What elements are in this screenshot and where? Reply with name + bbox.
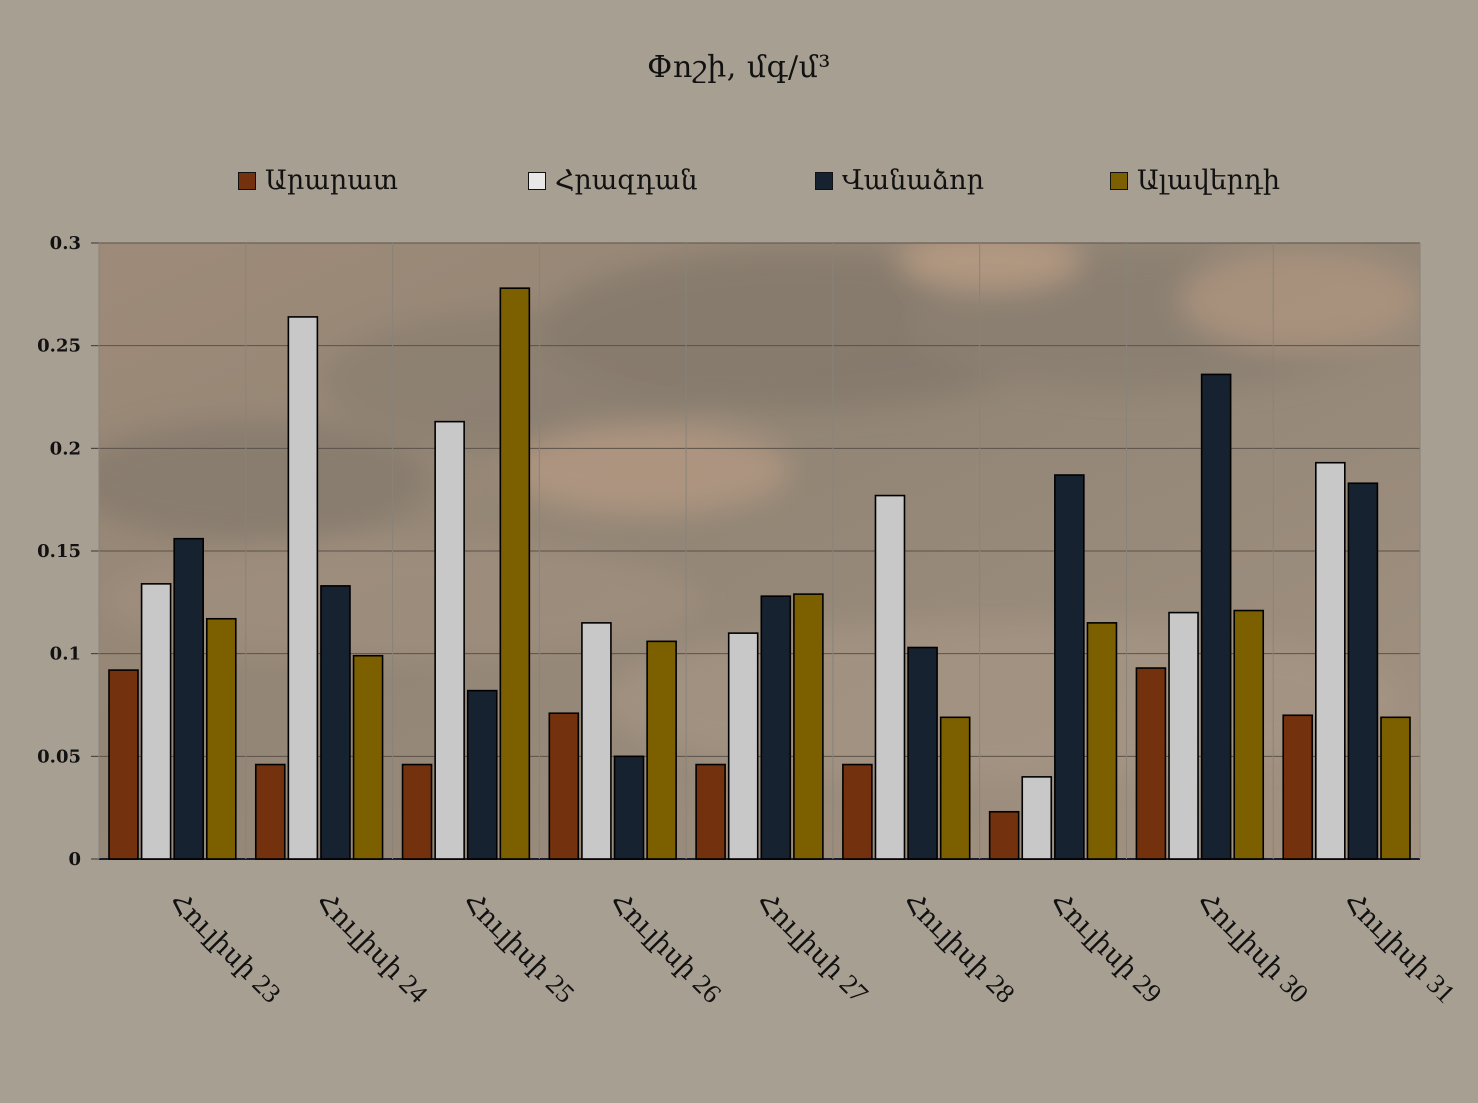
bar bbox=[1380, 716, 1411, 860]
bar bbox=[1282, 714, 1314, 860]
bar bbox=[254, 763, 286, 860]
bar bbox=[287, 316, 319, 860]
bar bbox=[907, 646, 938, 860]
bar bbox=[140, 583, 172, 860]
legend-item-vanadzor: Վանաձոր bbox=[815, 165, 984, 196]
bar bbox=[1086, 622, 1118, 860]
x-tick-label: Հուլիսի 27 bbox=[751, 886, 874, 1009]
legend-swatch-hrazdan bbox=[528, 171, 546, 190]
x-tick-label: Հուլիսի 30 bbox=[1192, 886, 1315, 1009]
y-tick-label: 0.2 bbox=[50, 438, 81, 459]
bar bbox=[1200, 373, 1232, 860]
legend-label-alaverdi: Ալավերդի bbox=[1137, 165, 1280, 196]
bar bbox=[695, 763, 726, 860]
bar bbox=[466, 689, 498, 860]
bar bbox=[1168, 611, 1199, 860]
bar bbox=[1135, 667, 1167, 860]
legend-swatch-vanadzor bbox=[815, 171, 833, 190]
legend-item-hrazdan: Հրազդան bbox=[528, 165, 698, 196]
bar bbox=[988, 810, 1020, 860]
x-tick-label: Հուլիսի 29 bbox=[1045, 886, 1168, 1009]
bar bbox=[401, 763, 433, 860]
bar bbox=[581, 622, 612, 860]
bar bbox=[548, 712, 580, 860]
bar bbox=[108, 669, 139, 860]
y-tick-label: 0.1 bbox=[50, 644, 81, 665]
bar bbox=[1021, 776, 1053, 860]
legend-label-vanadzor: Վանաձոր bbox=[842, 165, 984, 196]
y-tick-label: 0.05 bbox=[37, 746, 81, 767]
legend-item-ararat: Արարատ bbox=[238, 165, 398, 196]
legend-label-ararat: Արարատ bbox=[265, 165, 398, 196]
legend-label-hrazdan: Հրազդան bbox=[555, 165, 698, 196]
bar bbox=[1233, 609, 1265, 860]
y-tick-label: 0.3 bbox=[50, 233, 81, 254]
bar bbox=[646, 640, 677, 860]
bar bbox=[1054, 474, 1085, 860]
bar bbox=[613, 755, 645, 860]
bar bbox=[939, 716, 971, 860]
legend-item-alaverdi: Ալավերդի bbox=[1110, 165, 1280, 196]
bar bbox=[874, 494, 906, 860]
bar bbox=[727, 632, 759, 860]
x-tick-label: Հուլիսի 23 bbox=[164, 886, 287, 1009]
bar bbox=[793, 593, 824, 860]
bar bbox=[352, 654, 384, 860]
legend-swatch-alaverdi bbox=[1110, 171, 1128, 190]
bar bbox=[760, 595, 792, 860]
bar bbox=[434, 420, 465, 860]
y-tick-label: 0.25 bbox=[37, 336, 81, 357]
bar bbox=[1315, 461, 1346, 860]
x-tick-label: Հուլիսի 31 bbox=[1338, 886, 1461, 1009]
bar bbox=[499, 287, 531, 860]
x-tick-label: Հուլիսի 28 bbox=[898, 886, 1021, 1009]
x-tick-label: Հուլիսի 26 bbox=[604, 886, 727, 1009]
x-tick-label: Հուլիսի 25 bbox=[458, 886, 581, 1009]
legend: Արարատ Հրազդան Վանաձոր Ալավերդի bbox=[0, 165, 1478, 199]
bar bbox=[173, 537, 204, 860]
bar bbox=[320, 585, 351, 860]
chart-title: Փոշի, մգ/մ³ bbox=[647, 50, 831, 85]
legend-swatch-ararat bbox=[238, 171, 256, 190]
bar bbox=[842, 763, 873, 860]
bar bbox=[205, 617, 237, 860]
bar bbox=[1347, 482, 1379, 860]
y-tick-label: 0 bbox=[68, 849, 81, 870]
x-tick-label: Հուլիսի 24 bbox=[311, 886, 434, 1009]
y-tick-label: 0.15 bbox=[37, 541, 81, 562]
